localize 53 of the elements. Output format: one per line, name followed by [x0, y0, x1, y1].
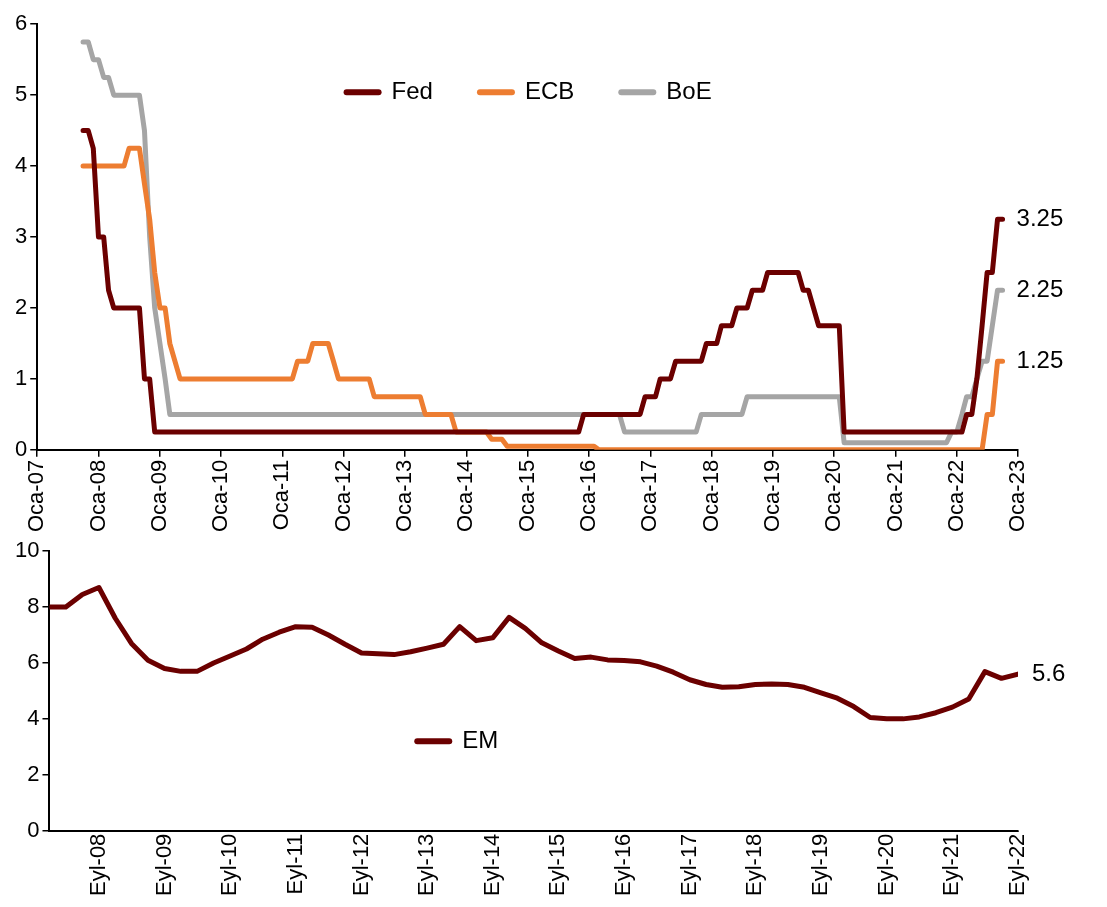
x-tick-label: Oca-12 — [329, 459, 355, 533]
x-tick-label: Oca-07 — [23, 459, 49, 533]
x-tick-label: Oca-14 — [452, 459, 478, 533]
x-tick-label: Eyl-08 — [84, 833, 110, 896]
y-tick-label: 0 — [14, 435, 28, 461]
y-tick-label: 2 — [27, 760, 40, 786]
x-tick-label: Eyl-11 — [281, 833, 307, 895]
x-tick-label: Oca-09 — [145, 459, 171, 533]
x-tick-label: Oca-23 — [1004, 459, 1030, 533]
x-tick-label: Oca-13 — [391, 459, 417, 533]
x-tick-label: Oca-20 — [820, 459, 846, 533]
x-tick-label: Oca-17 — [636, 459, 662, 533]
x-tick-label: Oca-18 — [697, 459, 723, 533]
legend-label: Fed — [391, 76, 433, 104]
y-tick-label: 6 — [14, 10, 28, 36]
annotation: 2.25 — [1016, 274, 1064, 302]
annotation: 5.6 — [1032, 658, 1066, 686]
y-tick-label: 6 — [27, 649, 40, 675]
y-tick-label: 4 — [27, 704, 40, 730]
annotation: 1.25 — [1016, 345, 1064, 373]
y-tick-label: 0 — [27, 816, 40, 842]
x-tick-label: Oca-21 — [881, 459, 907, 533]
y-tick-label: 8 — [27, 593, 40, 619]
x-tick-label: Eyl-14 — [478, 833, 504, 896]
y-tick-label: 1 — [14, 364, 28, 390]
x-tick-label: Eyl-19 — [807, 833, 833, 896]
y-tick-label: 10 — [14, 537, 40, 563]
x-tick-label: Oca-22 — [942, 459, 968, 533]
y-tick-label: 4 — [14, 152, 28, 178]
x-tick-label: Oca-19 — [758, 459, 784, 533]
legend-label: ECB — [524, 76, 575, 104]
x-tick-label: Oca-08 — [84, 459, 110, 533]
x-tick-label: Oca-11 — [268, 459, 294, 531]
x-tick-label: Oca-10 — [207, 459, 233, 533]
legend-label: BoE — [666, 76, 712, 104]
y-tick-label: 2 — [14, 294, 28, 320]
y-tick-label: 3 — [14, 223, 28, 249]
x-tick-label: Eyl-12 — [347, 833, 373, 896]
x-tick-label: Eyl-10 — [216, 833, 242, 896]
x-tick-label: Eyl-21 — [938, 833, 964, 896]
x-tick-label: Eyl-17 — [675, 833, 701, 896]
y-tick-label: 5 — [14, 81, 28, 107]
x-tick-label: Eyl-15 — [544, 833, 570, 896]
x-tick-label: Oca-15 — [513, 459, 539, 533]
x-tick-label: Eyl-22 — [1004, 833, 1030, 896]
x-tick-label: Eyl-09 — [150, 833, 176, 896]
x-tick-label: Eyl-20 — [872, 833, 898, 896]
annotation: 3.25 — [1016, 203, 1064, 231]
x-tick-label: Eyl-13 — [413, 833, 439, 896]
x-tick-label: Eyl-16 — [610, 833, 636, 896]
x-tick-label: Eyl-18 — [741, 833, 767, 896]
x-tick-label: Oca-16 — [574, 459, 600, 533]
legend-label: EM — [462, 725, 499, 753]
